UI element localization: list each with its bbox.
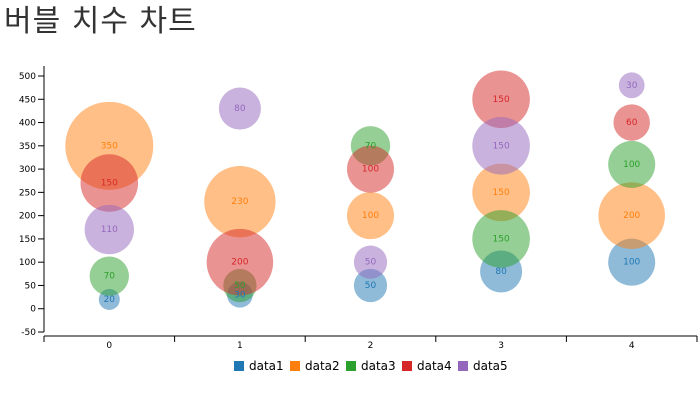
bubble-data2 bbox=[598, 182, 665, 249]
x-tick-label: 0 bbox=[106, 341, 112, 351]
legend-item-data4[interactable]: data4 bbox=[402, 359, 452, 373]
bubble-label: 100 bbox=[362, 211, 379, 221]
y-tick-label: 500 bbox=[19, 72, 36, 82]
chart-title: 버블 치수 차트 bbox=[4, 4, 197, 39]
bubble-label: 80 bbox=[495, 267, 507, 277]
legend-item-data2[interactable]: data2 bbox=[290, 359, 340, 373]
bubble-label: 150 bbox=[493, 141, 510, 151]
bubble-data3 bbox=[608, 140, 656, 188]
axes: -50 0 50 100 150 200 250 300 350 400 450 500 0 1 2 3 4 bbox=[19, 66, 698, 351]
bubble-data5 bbox=[472, 117, 530, 175]
bubble-data5 bbox=[618, 72, 645, 99]
bubble-label: 50 bbox=[365, 258, 377, 268]
bubble-data1 bbox=[608, 238, 656, 286]
bubble-label: 200 bbox=[231, 258, 248, 268]
y-tick-label: 450 bbox=[19, 95, 36, 105]
bubble-label: 150 bbox=[493, 188, 510, 198]
bubble-label: 50 bbox=[365, 281, 377, 291]
y-tick-label: 300 bbox=[19, 165, 36, 175]
legend-swatch bbox=[458, 361, 468, 371]
bubble-label: 150 bbox=[493, 95, 510, 105]
bubble-data2 bbox=[472, 163, 530, 222]
bubble-label: 110 bbox=[101, 225, 118, 235]
bubble-label: 100 bbox=[623, 160, 640, 170]
y-tick-label: 150 bbox=[19, 235, 36, 245]
bubble-label: 50 bbox=[234, 281, 246, 291]
y-tick-label: 400 bbox=[19, 119, 36, 129]
legend-swatch bbox=[402, 361, 412, 371]
bubble-data4 bbox=[80, 154, 139, 212]
legend-item-data1[interactable]: data1 bbox=[234, 359, 284, 373]
y-tick-label: 350 bbox=[19, 142, 36, 152]
bubble-data1 bbox=[353, 268, 388, 303]
legend-label: data2 bbox=[305, 359, 340, 373]
legend-item-data3[interactable]: data3 bbox=[346, 359, 396, 373]
bubble-label: 230 bbox=[231, 197, 248, 207]
x-tick-label: 2 bbox=[368, 341, 374, 351]
bubble-label: 30 bbox=[234, 290, 246, 300]
bubble-label: 350 bbox=[101, 141, 118, 151]
y-tick-label: -50 bbox=[21, 328, 36, 338]
y-tick-label: 200 bbox=[19, 212, 36, 222]
bubble-label: 150 bbox=[493, 234, 510, 244]
bubble-label: 60 bbox=[626, 118, 638, 128]
x-tick-label: 1 bbox=[237, 341, 243, 351]
legend: data1 data2 data3 data4 data5 bbox=[234, 359, 508, 373]
bubble-data3 bbox=[89, 256, 129, 296]
legend-swatch bbox=[290, 361, 300, 371]
y-tick-label: 250 bbox=[19, 188, 36, 198]
legend-label: data3 bbox=[361, 359, 396, 373]
bubble-data2 bbox=[346, 192, 395, 240]
bubble-label: 100 bbox=[362, 165, 379, 175]
legend-swatch bbox=[234, 361, 244, 371]
bubble-data4 bbox=[206, 228, 274, 296]
bubble-layer: 20 30508010035023010015020070507015010015… bbox=[65, 70, 665, 310]
y-tick-label: 50 bbox=[25, 281, 37, 291]
x-tick-label: 3 bbox=[498, 341, 504, 351]
bubble-label: 70 bbox=[365, 141, 377, 151]
y-tick-label: 0 bbox=[30, 305, 36, 315]
bubble-label: 30 bbox=[626, 81, 638, 91]
bubble-data2 bbox=[204, 166, 276, 238]
legend-label: data1 bbox=[249, 359, 284, 373]
bubble-label: 70 bbox=[104, 272, 116, 282]
x-tick-label: 4 bbox=[629, 341, 635, 351]
bubble-data5 bbox=[218, 87, 261, 130]
bubble-data5 bbox=[84, 204, 134, 255]
bubble-label: 150 bbox=[101, 179, 118, 189]
bubble-label: 20 bbox=[104, 295, 116, 305]
legend-label: data4 bbox=[417, 359, 452, 373]
bubble-label: 200 bbox=[623, 211, 640, 221]
bubble-label: 100 bbox=[623, 258, 640, 268]
legend-item-data5[interactable]: data5 bbox=[458, 359, 508, 373]
y-tick-label: 100 bbox=[19, 258, 36, 268]
bubble-data4 bbox=[472, 70, 530, 129]
bubble-data4 bbox=[346, 145, 395, 193]
bubble-label: 80 bbox=[234, 104, 246, 114]
legend-swatch bbox=[346, 361, 356, 371]
bubble-data5 bbox=[353, 245, 388, 279]
bubble-data3 bbox=[472, 210, 530, 268]
bubble-data4 bbox=[613, 104, 650, 141]
legend-label: data5 bbox=[473, 359, 508, 373]
